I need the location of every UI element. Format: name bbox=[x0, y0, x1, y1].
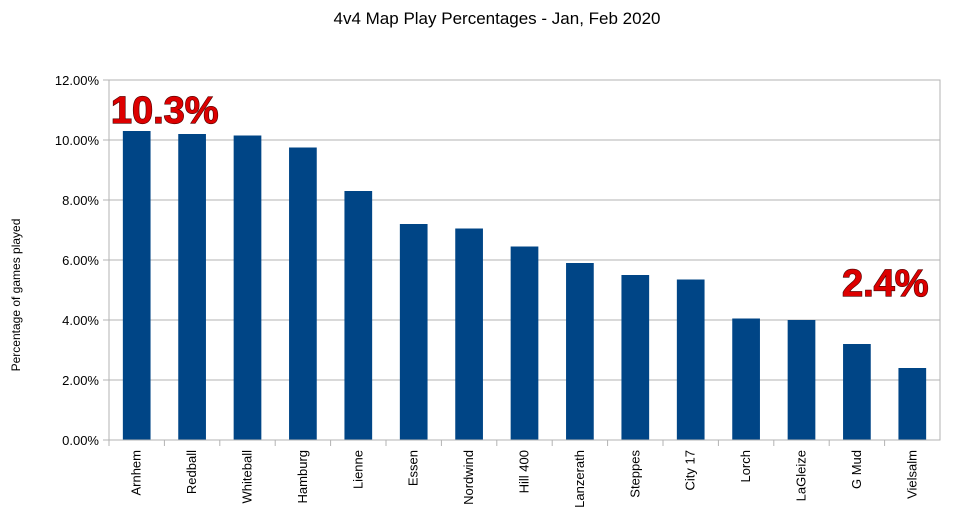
bar-lagleize bbox=[787, 320, 816, 440]
x-tick-label: City 17 bbox=[683, 450, 698, 490]
bar-whiteball bbox=[233, 135, 262, 440]
y-tick-label: 8.00% bbox=[62, 193, 99, 208]
x-tick-label: Vielsalm bbox=[904, 450, 919, 499]
bar-vielsalm bbox=[898, 368, 927, 440]
bar-lorch bbox=[732, 318, 760, 440]
bar-steppes bbox=[621, 275, 650, 440]
bar-hamburg bbox=[289, 147, 317, 440]
y-axis-label: Percentage of games played bbox=[9, 219, 23, 372]
x-tick-label: Steppes bbox=[627, 450, 642, 498]
bar-redball bbox=[178, 134, 206, 440]
y-tick-label: 0.00% bbox=[62, 433, 99, 448]
annotation-label: 10.3% bbox=[111, 90, 219, 132]
x-tick-label: Whiteball bbox=[240, 450, 255, 504]
x-tick-label: Essen bbox=[406, 450, 421, 486]
x-tick-label: Nordwind bbox=[461, 450, 476, 505]
x-tick-labels: Arnhem Redball Whiteball Hamburg Lienne Essen… bbox=[129, 450, 920, 508]
x-tick-label: Lienne bbox=[350, 450, 365, 489]
y-tick-label: 6.00% bbox=[62, 253, 99, 268]
x-tick-label: Hill 400 bbox=[517, 450, 532, 493]
y-tick-label: 4.00% bbox=[62, 313, 99, 328]
x-tick-label: Lorch bbox=[738, 450, 753, 483]
y-tick-label: 2.00% bbox=[62, 373, 99, 388]
x-tick-label: Redball bbox=[184, 450, 199, 494]
annotation-label: 2.4% bbox=[842, 263, 929, 305]
x-tick-label: Arnhem bbox=[129, 450, 144, 496]
x-tick-label: Lanzerath bbox=[572, 450, 587, 508]
x-tick-label: Hamburg bbox=[295, 450, 310, 503]
bar-nordwind bbox=[455, 228, 483, 440]
y-tick-labels: 0.00% 2.00% 4.00% 6.00% 8.00% 10.00% 12.00% bbox=[55, 73, 100, 448]
chart-title: 4v4 Map Play Percentages - Jan, Feb 2020 bbox=[334, 9, 661, 28]
y-tick-label: 10.00% bbox=[55, 133, 100, 148]
y-tick-label: 12.00% bbox=[55, 73, 100, 88]
bar-essen bbox=[399, 224, 428, 440]
axes bbox=[103, 79, 941, 446]
bars bbox=[122, 131, 927, 440]
bar-lienne bbox=[344, 191, 373, 440]
bar-city-17 bbox=[676, 279, 705, 440]
bar-arnhem bbox=[122, 131, 151, 440]
x-tick-label: G Mud bbox=[849, 450, 864, 489]
annotations: 10.3% 2.4% bbox=[110, 89, 929, 305]
x-tick-label: LaGleize bbox=[794, 450, 809, 501]
plot-frame bbox=[108, 79, 941, 441]
bar-hill-400 bbox=[510, 246, 539, 440]
bar-lanzerath bbox=[566, 263, 594, 440]
bar-g-mud bbox=[843, 344, 871, 440]
